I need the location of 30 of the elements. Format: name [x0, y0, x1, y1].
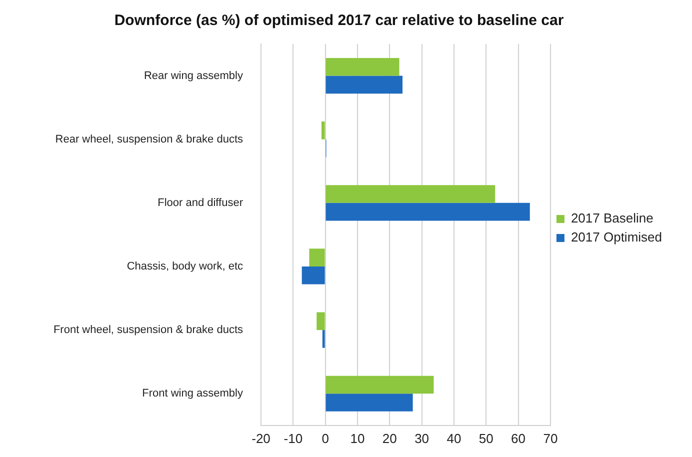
bar [316, 312, 325, 330]
legend-label: 2017 Baseline [570, 210, 654, 226]
bar [326, 76, 403, 94]
y-tick-label: Chassis, body work, etc [126, 260, 244, 273]
bar [326, 202, 530, 221]
x-tick-label: -20 [252, 430, 270, 446]
x-tick-label: 50 [478, 430, 494, 446]
x-tick-label: 60 [511, 430, 526, 446]
bar [326, 376, 434, 394]
x-tick-label: -10 [284, 430, 303, 446]
bar [321, 122, 325, 140]
x-tick-label: 20 [382, 430, 397, 446]
y-tick-label: Floor and diffuser [158, 196, 244, 209]
x-tick-label: 40 [446, 430, 462, 446]
bar [322, 330, 325, 348]
legend-label: 2017 Optimised [570, 230, 662, 245]
bar [326, 185, 496, 203]
y-tick-label: Rear wheel, suspension & brake ducts [55, 133, 244, 146]
bar [326, 394, 413, 412]
x-tick-label: 70 [543, 430, 558, 446]
bar [326, 58, 400, 76]
chart-title: Downforce (as %) of optimised 2017 car relative to baseline car [114, 12, 564, 30]
bar [309, 248, 325, 266]
x-tick-label: 0 [322, 430, 329, 446]
bar [302, 266, 325, 284]
x-tick-label: 10 [350, 430, 365, 446]
x-tick-label: 30 [414, 430, 430, 446]
y-tick-label: Front wheel, suspension & brake ducts [53, 324, 244, 336]
y-tick-label: Front wing assembly [142, 388, 244, 400]
y-tick-label: Rear wing assembly [144, 70, 244, 82]
